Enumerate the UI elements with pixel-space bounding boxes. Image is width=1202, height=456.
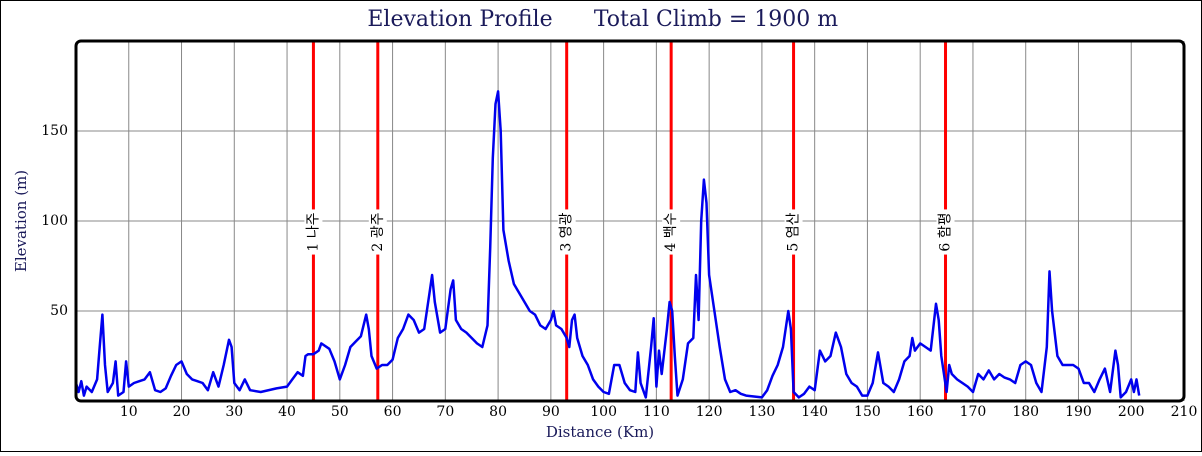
x-tick-label: 200 <box>1118 404 1145 420</box>
chart-title: Elevation Profile <box>367 7 552 32</box>
annotation-label: 6 함평 <box>938 212 954 251</box>
x-tick-label: 50 <box>331 404 349 420</box>
annotation-label: 1 나주 <box>305 212 321 251</box>
y-tick-label: 150 <box>41 123 68 139</box>
x-tick-label: 80 <box>489 404 507 420</box>
annotation-label-bg <box>936 209 955 255</box>
x-tick-label: 40 <box>278 404 296 420</box>
x-tick-label: 110 <box>643 404 670 420</box>
y-tick-label: 100 <box>41 213 68 229</box>
x-tick-label: 190 <box>1065 404 1092 420</box>
x-tick-label: 150 <box>854 404 881 420</box>
y-tick-label: 50 <box>50 303 68 319</box>
x-tick-label: 20 <box>173 404 191 420</box>
x-tick-label: 210 <box>1171 404 1198 420</box>
x-tick-label: 100 <box>590 404 617 420</box>
plot-border <box>74 39 1186 403</box>
annotation-label-bg <box>557 209 576 255</box>
x-tick-label: 90 <box>542 404 560 420</box>
chart-subtitle: Total Climb = 1900 m <box>594 7 838 32</box>
x-tick-label: 30 <box>225 404 243 420</box>
elevation-line <box>74 90 1141 399</box>
annotation-label-bg <box>784 209 803 255</box>
y-axis-label: Elevation (m) <box>12 170 30 272</box>
x-tick-label: 120 <box>696 404 723 420</box>
x-tick-label: 130 <box>749 404 776 420</box>
x-tick-label: 180 <box>1012 404 1039 420</box>
annotation-label: 3 영광 <box>559 212 575 251</box>
annotation-label-bg <box>368 209 387 255</box>
x-axis-label: Distance (Km) <box>546 423 654 441</box>
x-tick-label: 140 <box>801 404 828 420</box>
annotation-label-bg <box>304 209 323 255</box>
annotation-label: 4 백수 <box>663 212 679 251</box>
x-tick-label: 170 <box>960 404 987 420</box>
annotation-label: 5 염산 <box>786 212 802 251</box>
annotation-label-bg <box>662 209 681 255</box>
x-tick-label: 160 <box>907 404 934 420</box>
x-tick-label: 10 <box>120 404 138 420</box>
x-tick-label: 70 <box>436 404 454 420</box>
x-tick-label: 60 <box>384 404 402 420</box>
annotation-label: 2 광주 <box>370 212 386 251</box>
